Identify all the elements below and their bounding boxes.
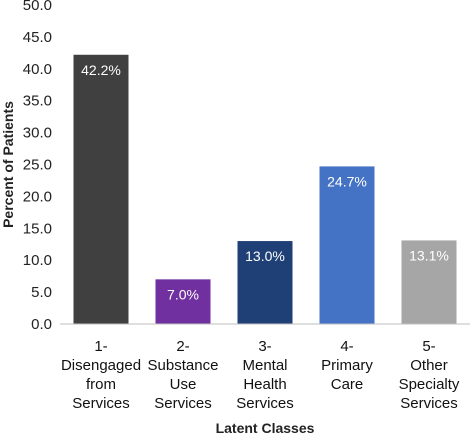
bar: [155, 279, 211, 324]
y-tick-label: 5.0: [31, 284, 52, 301]
bar: [237, 241, 293, 324]
x-category-line: from: [86, 376, 116, 393]
x-category-label: 4- Primary Care: [321, 338, 373, 393]
data-labels: 42.2% 7.0% 13.0% 24.7% 13.1%: [81, 62, 449, 303]
x-category-line: Substance: [148, 357, 219, 374]
y-tick-label: 0.0: [31, 316, 52, 333]
bar: [73, 54, 129, 324]
x-axis-title: Latent Classes: [216, 420, 315, 436]
x-category-line: Mental: [242, 357, 287, 374]
x-category-line: Primary: [321, 357, 373, 374]
x-category-line: Services: [236, 395, 294, 412]
x-category-line: Services: [154, 395, 212, 412]
x-category-label: 1- Disengaged from Services: [61, 338, 141, 412]
y-tick-label: 50.0: [23, 0, 52, 14]
x-category-line: 3-: [258, 338, 271, 355]
y-tick-label: 35.0: [23, 93, 52, 110]
y-tick-label: 10.0: [23, 252, 52, 269]
y-tick-label: 25.0: [23, 157, 52, 174]
data-label: 24.7%: [327, 173, 367, 189]
y-axis-ticks: 0.0 5.0 10.0 15.0 20.0 25.0 30.0 35.0 40.0 45.0 50…: [23, 0, 52, 333]
x-category-line: Disengaged: [61, 357, 141, 374]
x-category-line: 1-: [94, 338, 107, 355]
x-category-line: 4-: [340, 338, 353, 355]
bar: [319, 166, 375, 324]
x-axis-categories: 1- Disengaged from Services 2- Substance Use Se…: [61, 338, 460, 412]
x-category-label: 2- Substance Use Services: [148, 338, 219, 412]
y-tick-label: 45.0: [23, 29, 52, 46]
y-tick-label: 30.0: [23, 125, 52, 142]
x-category-line: Health: [243, 376, 286, 393]
bar: [401, 240, 457, 324]
x-category-line: Use: [170, 376, 197, 393]
x-category-line: 2-: [176, 338, 189, 355]
data-label: 42.2%: [81, 62, 121, 78]
x-category-line: Specialty: [399, 376, 460, 393]
y-tick-label: 15.0: [23, 220, 52, 237]
data-label: 13.1%: [409, 247, 449, 263]
data-label: 13.0%: [245, 248, 285, 264]
y-axis-title: Percent of Patients: [0, 101, 16, 228]
x-category-label: 5- Other Specialty Services: [399, 338, 460, 412]
x-category-line: 5-: [422, 338, 435, 355]
x-category-label: 3- Mental Health Services: [236, 338, 294, 412]
bars: [73, 54, 457, 324]
data-label: 7.0%: [167, 286, 199, 302]
x-category-line: Other: [410, 357, 448, 374]
x-category-line: Services: [400, 395, 458, 412]
x-category-line: Care: [331, 376, 364, 393]
y-tick-label: 20.0: [23, 188, 52, 205]
y-tick-label: 40.0: [23, 61, 52, 78]
x-category-line: Services: [72, 395, 130, 412]
